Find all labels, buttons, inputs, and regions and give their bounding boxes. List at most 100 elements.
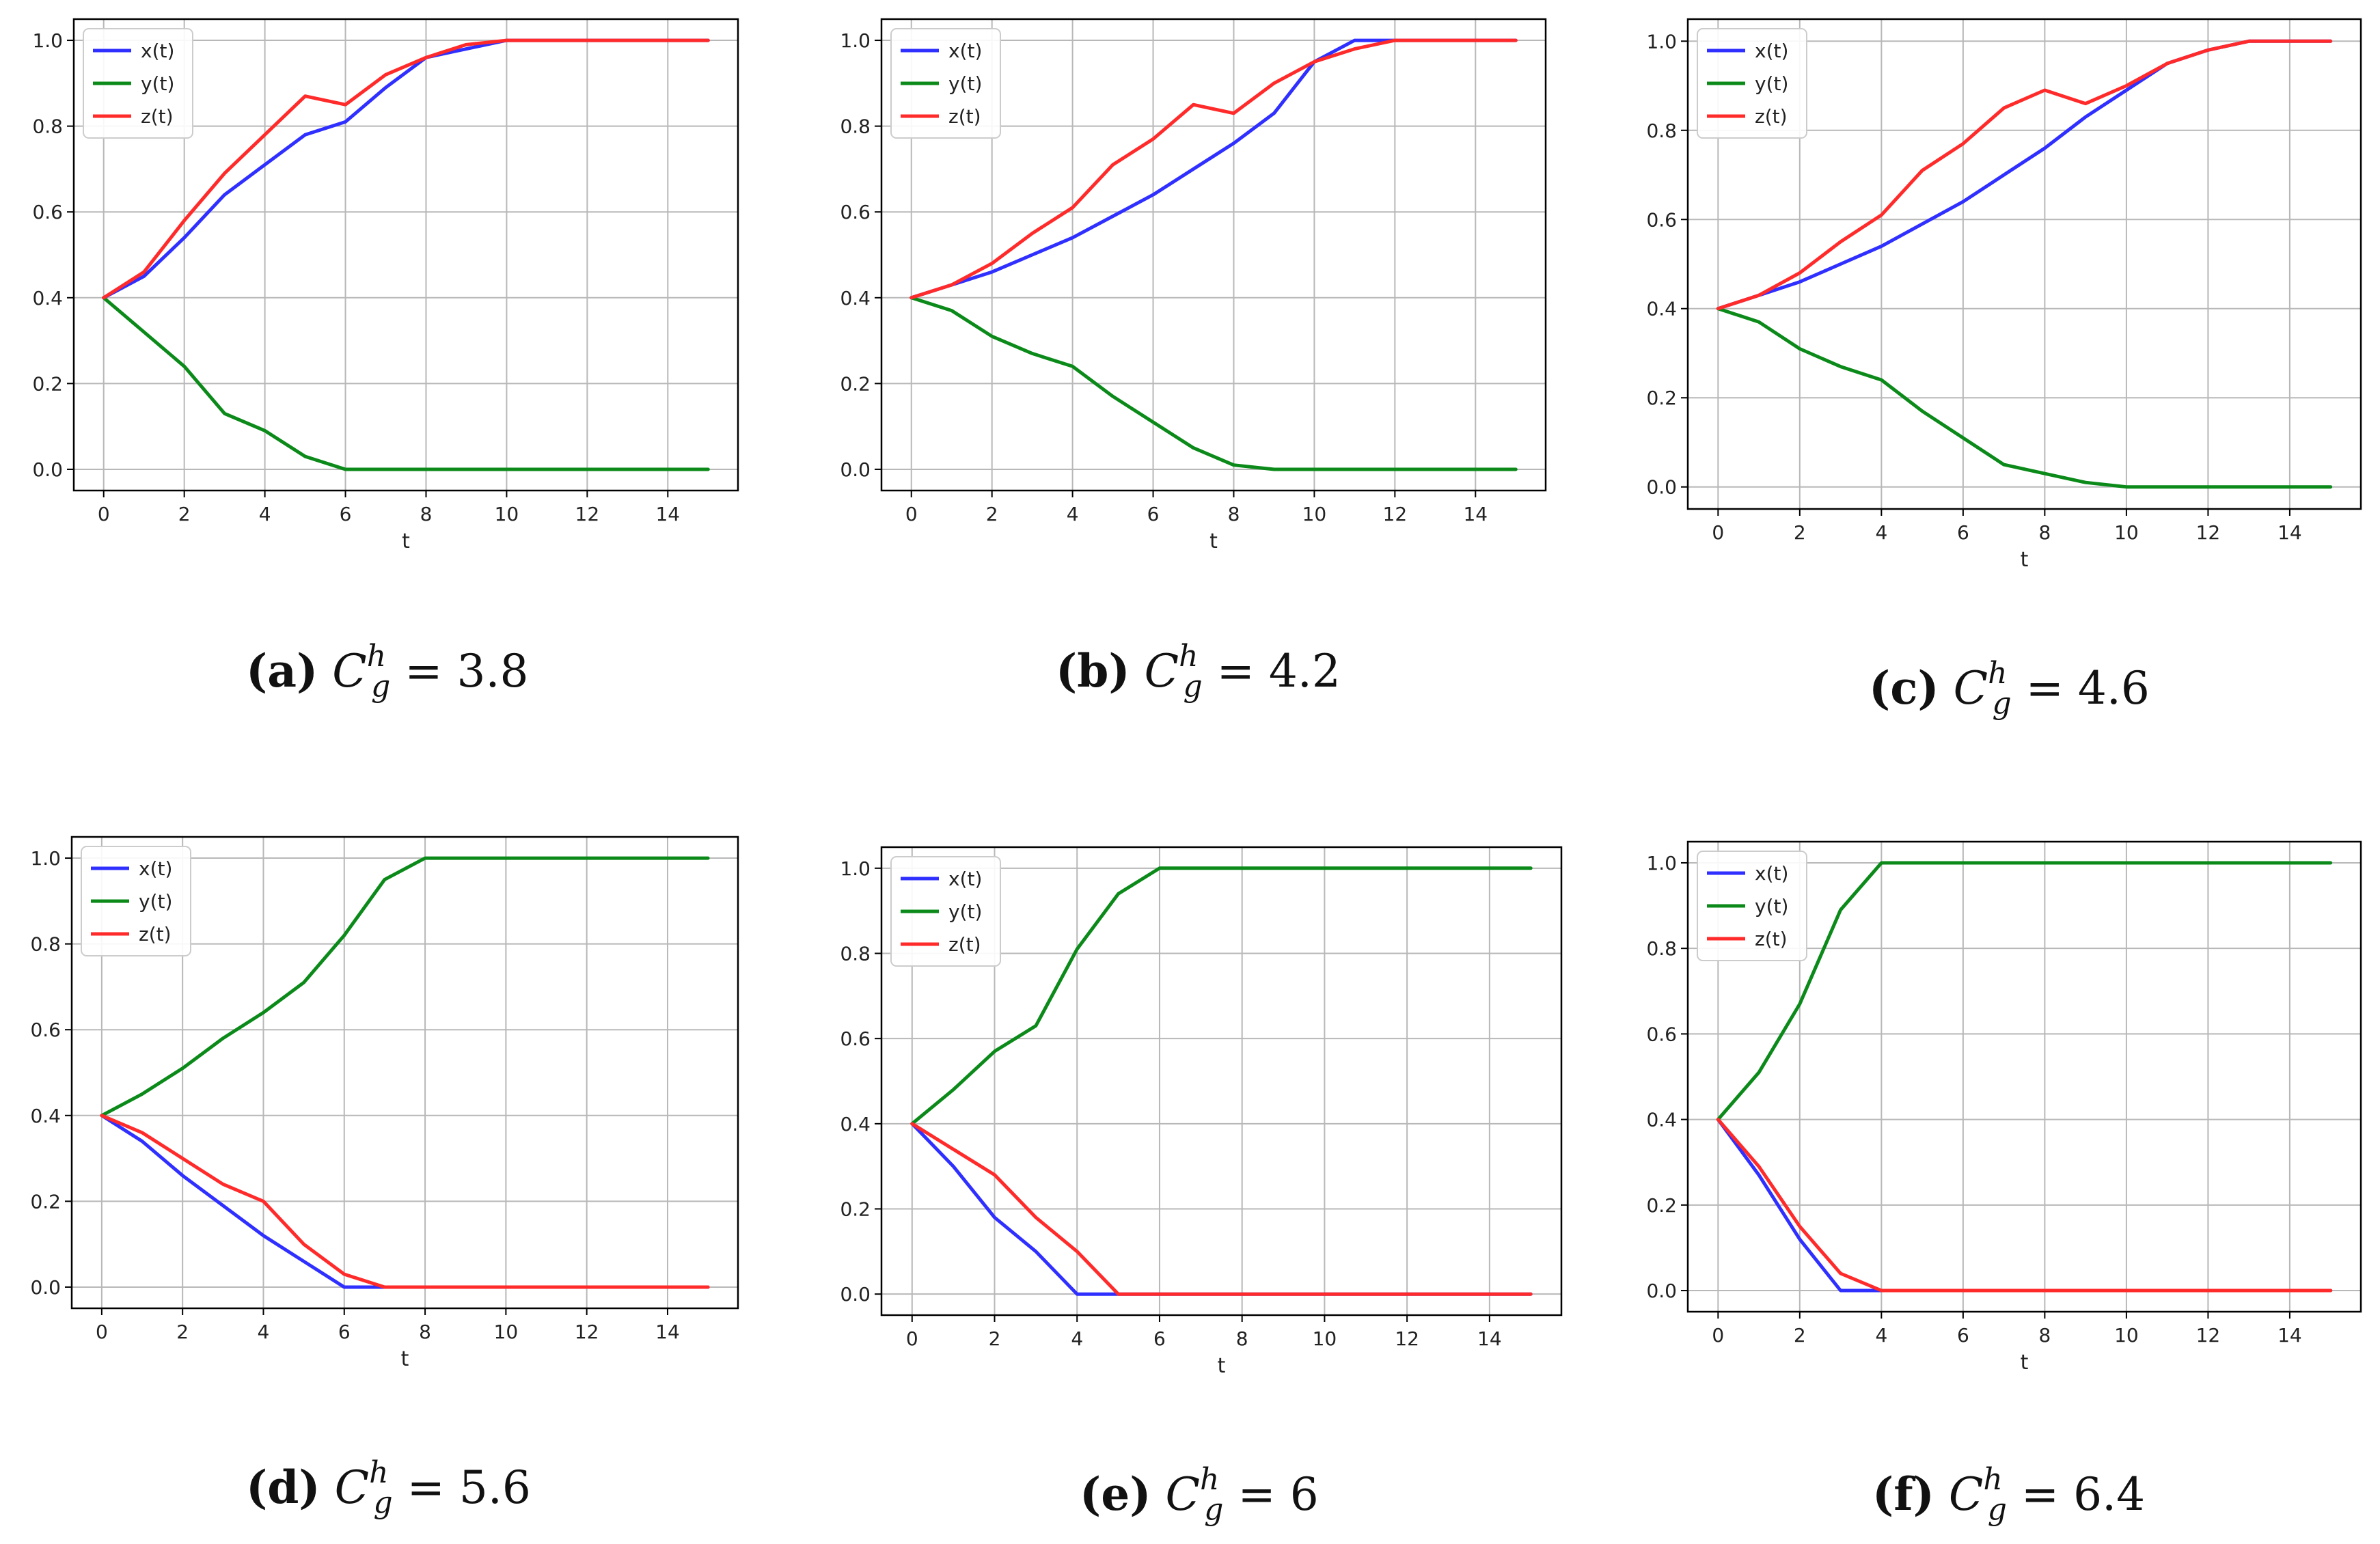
x-tick-label: 14 bbox=[1463, 503, 1488, 525]
caption-label: (f) bbox=[1872, 1467, 1934, 1521]
x-tick-label: 12 bbox=[2196, 521, 2221, 544]
x-tick-label: 0 bbox=[906, 1327, 918, 1350]
y-tick-label: 1.0 bbox=[30, 847, 61, 870]
y-tick-label: 0.8 bbox=[32, 115, 63, 138]
series-line-zt bbox=[909, 38, 1518, 300]
chart-panel-f: 0 2 4 6 8 10 12 14 0.0 0.2 0.4 0.6 0.8 1.0 t x(t) y(t) z(… bbox=[1646, 840, 2362, 1375]
legend-label: z(t) bbox=[139, 923, 172, 946]
series-line-zt bbox=[910, 1122, 1533, 1296]
x-tick-label: 10 bbox=[1302, 503, 1327, 525]
x-tick-label: 0 bbox=[905, 503, 918, 525]
caption-a: (a) Chg = 3.8 bbox=[246, 639, 528, 704]
caption-symbol: C bbox=[1953, 662, 1988, 715]
series-line-zt bbox=[1716, 39, 2333, 311]
y-tick-label: 0.8 bbox=[30, 933, 61, 956]
caption-sup: h bbox=[1199, 1462, 1220, 1497]
caption-value: = 3.8 bbox=[405, 645, 529, 698]
series-line-yt bbox=[1716, 861, 2333, 1122]
series-line-zt bbox=[100, 1114, 710, 1289]
y-tick-label: 0.2 bbox=[1646, 387, 1677, 409]
x-tick-label: 14 bbox=[655, 1321, 680, 1343]
chart-panel-a: 0 2 4 6 8 10 12 14 0.0 0.2 0.4 0.6 0.8 1.0 t x(t) y(t) z(… bbox=[32, 18, 739, 553]
caption-f: (f) Chg = 6.4 bbox=[1872, 1462, 2145, 1527]
x-tick-label: 2 bbox=[1794, 521, 1806, 544]
legend-label: z(t) bbox=[1755, 928, 1788, 950]
x-tick-label: 8 bbox=[419, 1321, 431, 1343]
x-tick-label: 14 bbox=[1477, 1327, 1502, 1350]
x-tick-label: 6 bbox=[1153, 1327, 1166, 1350]
caption-d: (d) Chg = 5.6 bbox=[246, 1455, 531, 1520]
y-tick-label: 0.2 bbox=[30, 1190, 61, 1213]
caption-value: = 4.2 bbox=[1216, 645, 1341, 698]
caption-sub: g bbox=[373, 1485, 393, 1520]
x-tick-label: 12 bbox=[1395, 1327, 1419, 1350]
x-tick-label: 4 bbox=[259, 503, 271, 525]
series-line-yt bbox=[1716, 307, 2333, 489]
y-tick-label: 0.8 bbox=[840, 115, 871, 138]
caption-sup: h bbox=[1988, 656, 2008, 691]
x-tick-label: 10 bbox=[495, 503, 519, 525]
legend-label: y(t) bbox=[1755, 895, 1788, 918]
y-tick-label: 0.0 bbox=[1646, 476, 1677, 499]
caption-sup: h bbox=[369, 1455, 389, 1490]
x-tick-label: 12 bbox=[1383, 503, 1408, 525]
caption-symbol: C bbox=[1948, 1468, 1984, 1521]
legend-box bbox=[890, 28, 1001, 139]
caption-symbol: C bbox=[332, 645, 367, 698]
x-tick-label: 10 bbox=[2114, 1324, 2139, 1347]
chart-panel-d: 0 2 4 6 8 10 12 14 0.0 0.2 0.4 0.6 0.8 1.0 t x(t) y(t) z(… bbox=[30, 836, 739, 1371]
series-line-xt bbox=[102, 38, 710, 300]
caption-sub: g bbox=[1183, 669, 1203, 704]
caption-sub: g bbox=[1987, 1492, 2007, 1527]
caption-value: = 6.4 bbox=[2021, 1468, 2146, 1521]
caption-b: (b) Chg = 4.2 bbox=[1056, 639, 1341, 704]
y-tick-label: 0.6 bbox=[30, 1019, 61, 1041]
x-tick-label: 0 bbox=[1712, 1324, 1724, 1347]
y-tick-label: 0.0 bbox=[1646, 1280, 1677, 1302]
legend-label: y(t) bbox=[1755, 72, 1788, 95]
x-tick-label: 6 bbox=[340, 503, 352, 525]
y-tick-label: 0.0 bbox=[840, 458, 871, 481]
y-tick-label: 0.0 bbox=[32, 458, 63, 481]
x-axis-label: t bbox=[401, 1347, 409, 1371]
x-axis-label: t bbox=[1209, 529, 1218, 553]
legend-label: z(t) bbox=[948, 105, 981, 128]
x-tick-label: 0 bbox=[98, 503, 110, 525]
series-line-yt bbox=[102, 296, 710, 471]
y-tick-label: 0.8 bbox=[1646, 937, 1677, 960]
caption-c: (c) Chg = 4.6 bbox=[1869, 656, 2150, 721]
caption-e: (e) Chg = 6 bbox=[1080, 1462, 1319, 1527]
x-tick-label: 10 bbox=[2114, 521, 2139, 544]
legend-label: x(t) bbox=[948, 868, 982, 890]
x-tick-label: 2 bbox=[178, 503, 191, 525]
x-tick-label: 4 bbox=[1071, 1327, 1083, 1350]
x-tick-label: 8 bbox=[1236, 1327, 1248, 1350]
y-tick-label: 1.0 bbox=[840, 857, 871, 880]
y-tick-label: 0.4 bbox=[30, 1105, 61, 1127]
x-tick-label: 12 bbox=[2196, 1324, 2221, 1347]
x-tick-label: 0 bbox=[1712, 521, 1724, 544]
y-tick-label: 0.8 bbox=[840, 942, 871, 965]
x-tick-label: 6 bbox=[1957, 1324, 1969, 1347]
axes-frame bbox=[1686, 840, 2362, 1313]
y-tick-label: 0.2 bbox=[840, 372, 871, 395]
axes-frame bbox=[1686, 18, 2362, 510]
legend-label: x(t) bbox=[141, 40, 174, 62]
axes-frame bbox=[880, 846, 1563, 1316]
caption-label: (c) bbox=[1869, 661, 1939, 715]
y-tick-label: 0.6 bbox=[840, 201, 871, 223]
y-tick-label: 0.6 bbox=[1646, 208, 1677, 231]
y-tick-label: 1.0 bbox=[840, 29, 871, 52]
caption-symbol: C bbox=[1144, 645, 1179, 698]
x-tick-label: 6 bbox=[1957, 521, 1969, 544]
legend-box bbox=[890, 856, 1001, 967]
axes-frame bbox=[70, 836, 739, 1310]
y-tick-label: 0.4 bbox=[1646, 1109, 1677, 1131]
x-tick-label: 4 bbox=[1067, 503, 1079, 525]
caption-sub: g bbox=[1204, 1492, 1224, 1527]
caption-label: (d) bbox=[246, 1461, 320, 1514]
caption-value: = 4.6 bbox=[2025, 662, 2150, 715]
x-tick-label: 10 bbox=[494, 1321, 519, 1343]
